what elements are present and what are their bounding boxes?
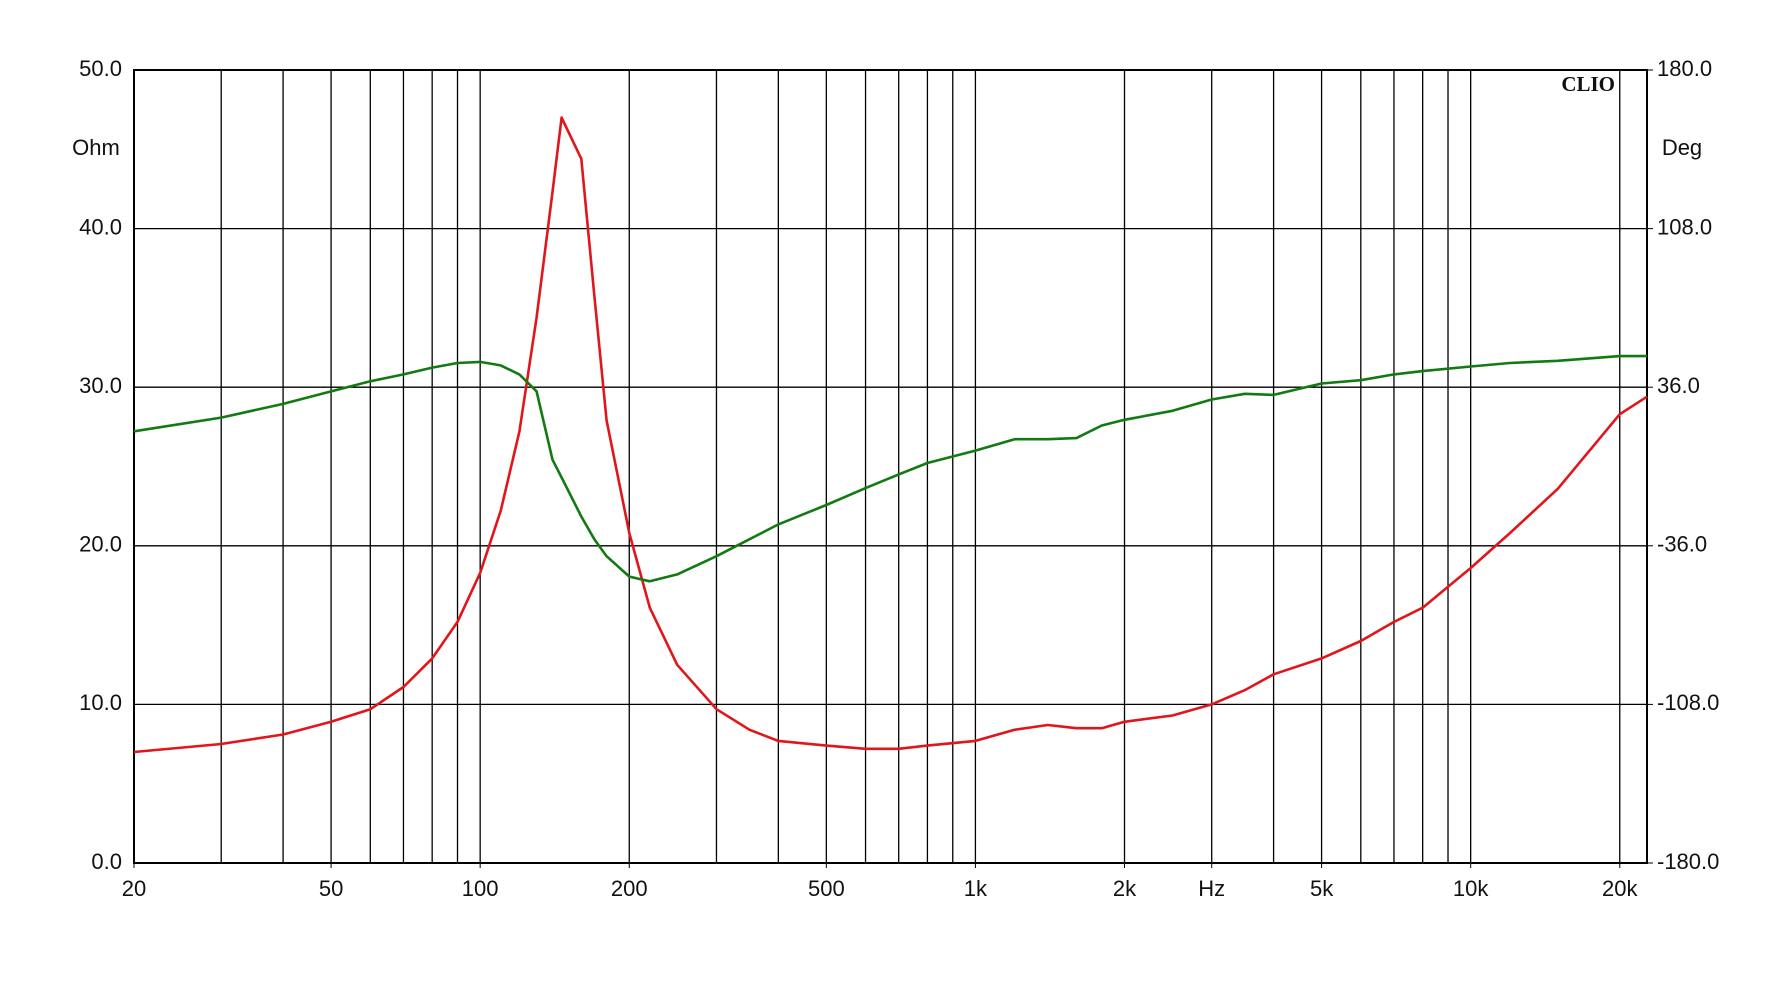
y2-tick-label: -180.0: [1657, 849, 1719, 874]
plot-frame: [133, 69, 1648, 864]
x-tick-label: 2k: [1113, 876, 1137, 901]
x-tick-label: 50: [319, 876, 343, 901]
y-tick-label: 0.0: [91, 849, 122, 874]
y-tick-label: 10.0: [79, 690, 122, 715]
y2-tick-label: 108.0: [1657, 214, 1712, 239]
x-tick-label: 20k: [1602, 876, 1638, 901]
x-tick-label: 10k: [1453, 876, 1489, 901]
x-tick-label: 5k: [1310, 876, 1334, 901]
y2-tick-label: -36.0: [1657, 532, 1707, 557]
y-tick-label: 30.0: [79, 373, 122, 398]
series-line: [133, 354, 1647, 583]
x-tick-label: 500: [808, 876, 845, 901]
x-tick-label: 100: [462, 876, 499, 901]
x-tick-label: Hz: [1198, 876, 1225, 901]
x-tick-label: 1k: [964, 876, 988, 901]
brand: CLIO: [1561, 72, 1615, 96]
x-tick-label: 20: [122, 876, 146, 901]
y-tick-label: 20.0: [79, 532, 122, 557]
series-line: [133, 116, 1648, 754]
y-tick-label: 40.0: [79, 214, 122, 239]
y2-tick-label: 36.0: [1657, 373, 1700, 398]
left-unit: Ohm: [72, 135, 120, 160]
y-tick-label: 50.0: [79, 56, 122, 81]
y2-tick-label: 180.0: [1657, 56, 1712, 81]
right-unit: Deg: [1662, 135, 1702, 160]
y2-tick-label: -108.0: [1657, 690, 1719, 715]
x-tick-label: 200: [611, 876, 648, 901]
